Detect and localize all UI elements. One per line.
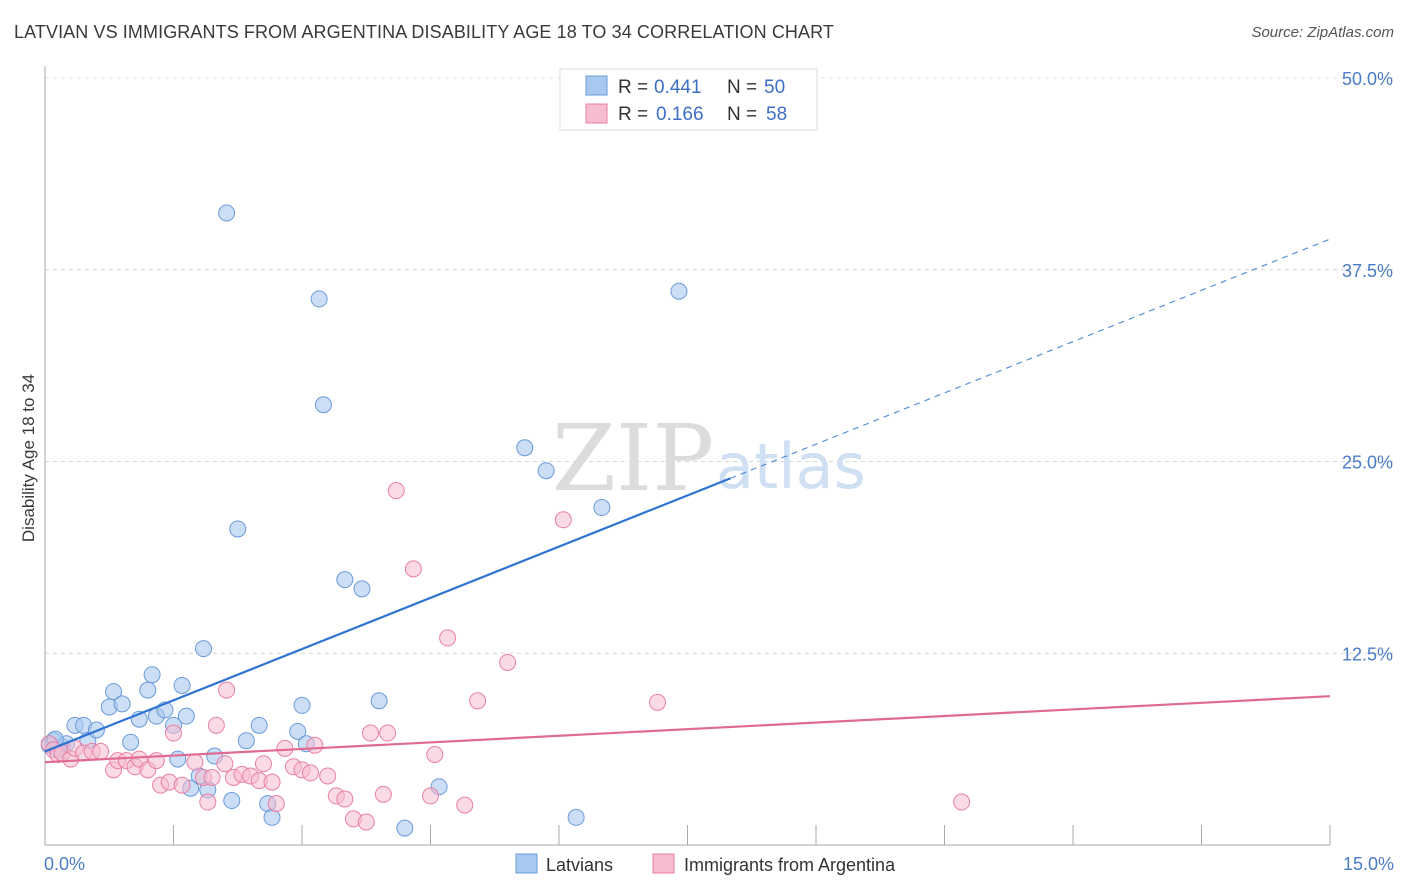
watermark-zip: ZIP <box>552 405 714 512</box>
legend-top: R = 0.441 N = 50 R = 0.166 N = 58 <box>559 68 818 131</box>
latvians-point-10 <box>105 683 123 701</box>
argentina-point-55 <box>554 511 572 529</box>
legend-n-label-latvians: N = <box>727 77 757 98</box>
legend-r-label-latvians: R = <box>618 77 648 98</box>
argentina-point-49 <box>422 787 439 805</box>
latvians-point-30 <box>237 732 255 750</box>
y-tick-labels: 12.5% 25.0% 37.5% 50.0% <box>1342 69 1393 664</box>
argentina-point-34 <box>276 739 294 757</box>
argentina-point-53 <box>469 692 487 710</box>
argentina-point-23 <box>203 769 221 787</box>
argentina-point-54 <box>499 653 517 671</box>
y-tick-label-0: 12.5% <box>1342 644 1393 664</box>
trendline-latvians <box>44 477 731 753</box>
latvians-point-41 <box>370 692 388 710</box>
latvians-point-28 <box>223 792 241 810</box>
argentina-point-48 <box>404 560 422 578</box>
y-tick-label-3: 50.0% <box>1342 69 1393 89</box>
latvians-point-35 <box>293 696 311 714</box>
watermark-atlas: atlas <box>716 430 866 503</box>
legend-r-value-latvians: 0.441 <box>654 77 702 98</box>
latvians-point-19 <box>169 750 187 768</box>
argentina-point-56 <box>649 693 667 711</box>
argentina-point-32 <box>263 773 281 791</box>
latvians-point-34 <box>289 722 307 740</box>
legend-n-label-argentina: N = <box>727 104 757 125</box>
legend-r-label-argentina: R = <box>618 104 648 125</box>
argentina-point-39 <box>319 767 337 785</box>
axes <box>44 66 1331 846</box>
legend-n-value-argentina: 58 <box>766 104 787 125</box>
latvians-point-39 <box>336 571 354 589</box>
latvians-point-44 <box>516 439 534 457</box>
argentina-point-15 <box>147 752 165 770</box>
x-tick-labels: 0.0% 15.0% <box>44 854 1394 874</box>
series-argentina-points <box>40 482 971 831</box>
trendline-latvians-extension <box>730 238 1331 479</box>
argentina-point-22 <box>199 793 217 811</box>
latvians-point-47 <box>593 499 611 517</box>
argentina-point-31 <box>254 755 272 773</box>
trendline-argentina <box>44 695 1331 764</box>
latvians-point-45 <box>537 462 555 480</box>
argentina-point-41 <box>336 790 354 808</box>
argentina-point-33 <box>267 795 285 813</box>
latvians-point-21 <box>177 707 195 725</box>
argentina-point-38 <box>306 736 324 754</box>
latvians-point-40 <box>353 580 371 598</box>
legend-n-value-latvians: 50 <box>764 77 785 98</box>
y-tick-label-2: 37.5% <box>1342 261 1393 281</box>
legend-bottom: Latvians Immigrants from Argentina <box>515 853 896 875</box>
latvians-point-31 <box>250 716 268 734</box>
x-tick-label-max: 15.0% <box>1343 854 1394 874</box>
argentina-point-52 <box>456 796 474 814</box>
latvians-point-38 <box>314 396 332 414</box>
legend-swatch-latvians <box>585 75 608 96</box>
latvians-point-24 <box>194 640 212 658</box>
argentina-point-47 <box>387 482 405 500</box>
argentina-point-26 <box>218 681 236 699</box>
argentina-point-8 <box>92 742 110 760</box>
source-credit: Source: ZipAtlas.com <box>1251 24 1394 41</box>
argentina-point-20 <box>186 753 204 771</box>
argentina-point-57 <box>953 793 971 811</box>
bottom-legend-swatch-latvians <box>515 853 538 874</box>
latvians-point-11 <box>113 695 131 713</box>
latvians-point-27 <box>218 204 236 222</box>
argentina-point-37 <box>302 764 320 782</box>
latvians-point-14 <box>139 681 157 699</box>
bottom-legend-label-argentina: Immigrants from Argentina <box>684 855 896 875</box>
latvians-point-20 <box>173 676 191 694</box>
latvians-point-48 <box>670 282 688 300</box>
argentina-point-51 <box>439 629 457 647</box>
argentina-point-25 <box>216 755 234 773</box>
argentina-point-18 <box>165 724 182 742</box>
bottom-legend-swatch-argentina <box>652 853 675 874</box>
argentina-point-24 <box>207 716 225 734</box>
argentina-point-19 <box>173 776 191 794</box>
argentina-point-50 <box>426 745 444 763</box>
latvians-point-29 <box>229 520 247 538</box>
argentina-point-44 <box>362 724 380 742</box>
chart-title: LATVIAN VS IMMIGRANTS FROM ARGENTINA DIS… <box>14 22 834 42</box>
trendlines <box>44 238 1331 764</box>
bottom-legend-label-latvians: Latvians <box>546 855 613 875</box>
latvians-point-15 <box>143 666 161 684</box>
y-tick-label-1: 25.0% <box>1342 453 1393 473</box>
argentina-point-43 <box>357 813 375 831</box>
argentina-point-46 <box>379 724 397 742</box>
y-axis-label: Disability Age 18 to 34 <box>19 374 38 542</box>
series-latvians-points <box>40 204 688 837</box>
latvians-point-37 <box>310 290 328 308</box>
latvians-point-42 <box>396 819 414 837</box>
legend-r-value-argentina: 0.166 <box>656 104 704 125</box>
latvians-point-46 <box>567 808 585 826</box>
watermark: ZIP atlas <box>552 405 866 512</box>
argentina-point-45 <box>374 785 392 803</box>
x-tick-label-min: 0.0% <box>44 854 85 874</box>
latvians-point-12 <box>122 733 140 751</box>
legend-swatch-argentina <box>585 103 608 124</box>
gridlines <box>45 77 1395 654</box>
